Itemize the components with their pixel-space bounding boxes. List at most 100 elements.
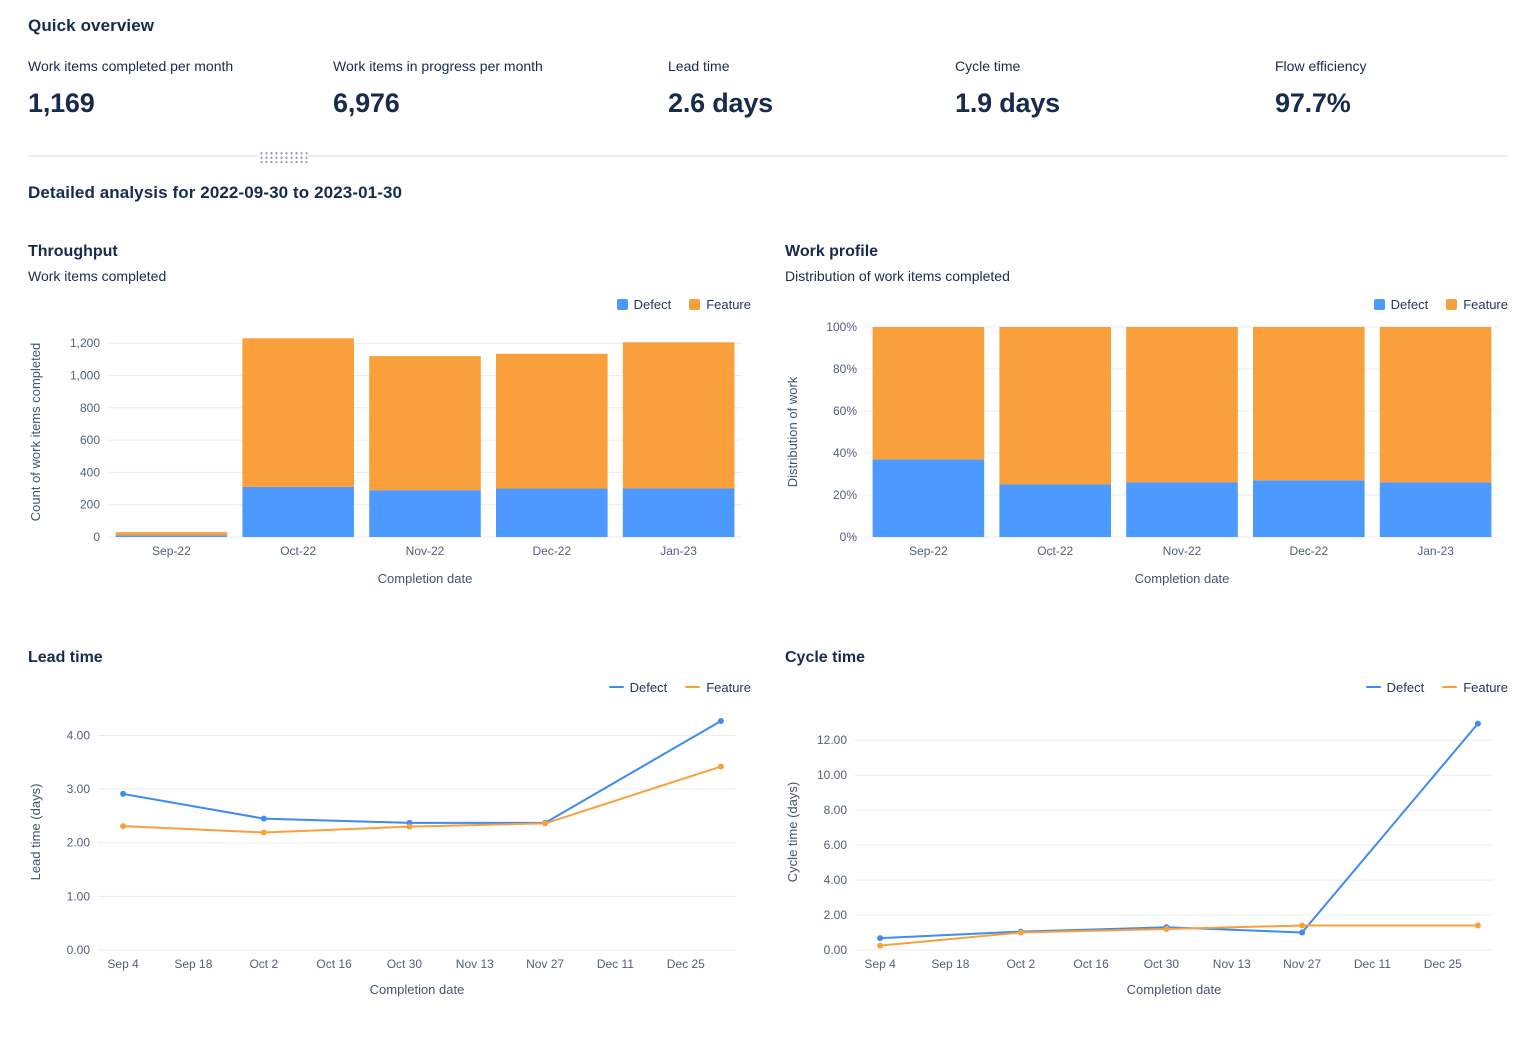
panel-resize-handle[interactable]: [258, 150, 308, 163]
x-tick-label: Oct-22: [280, 544, 316, 558]
chart-card-work-profile: Work profile Distribution of work items …: [785, 243, 1508, 591]
x-tick-label: Dec-22: [1289, 544, 1328, 558]
x-tick-label: Sep 18: [174, 957, 212, 971]
y-tick-label: 0.00: [67, 943, 91, 957]
bar-defect-Sep-22[interactable]: [872, 459, 985, 537]
legend-label: Feature: [1463, 679, 1508, 695]
bar-feature-Nov-22[interactable]: [1126, 327, 1238, 483]
bar-defect-Sep-22[interactable]: [115, 535, 228, 537]
x-tick-label: Sep 4: [864, 957, 896, 971]
kpi-value: 6,976: [333, 88, 400, 118]
bar-defect-Oct-22[interactable]: [242, 486, 354, 537]
bar-feature-Nov-22[interactable]: [369, 356, 481, 491]
legend-item-feature[interactable]: Feature: [1446, 297, 1508, 312]
legend-label: Defect: [1386, 679, 1425, 695]
legend-item-feature[interactable]: Feature: [1442, 680, 1508, 695]
chart-plot: 0.00 2.00 4.00 6.00 8.00 10.00 12.00 Sep 4 Sep 1…: [785, 702, 1508, 1002]
bar-feature-Oct-22[interactable]: [242, 338, 354, 487]
point-feature[interactable]: [260, 829, 267, 836]
legend-label: Feature: [706, 296, 751, 312]
point-defect[interactable]: [1474, 720, 1481, 727]
legend-square-swatch: [1446, 298, 1458, 310]
legend-line-swatch: [1442, 685, 1458, 689]
legend-square-swatch: [616, 298, 628, 310]
bar-defect-Nov-22[interactable]: [369, 490, 481, 537]
x-tick-label: Jan-23: [1417, 544, 1454, 558]
detailed-analysis-title: Detailed analysis for 2022-09-30 to 2023…: [28, 183, 403, 202]
y-axis-label: Distribution of work: [785, 376, 800, 487]
point-defect[interactable]: [120, 790, 127, 797]
line-defect[interactable]: [122, 720, 722, 824]
x-axis-label: Completion date: [370, 982, 465, 997]
point-feature[interactable]: [542, 820, 549, 827]
point-feature[interactable]: [120, 823, 127, 830]
bar-defect-Dec-22[interactable]: [1253, 480, 1365, 537]
y-tick-label: 60%: [833, 404, 857, 418]
legend-line-swatch: [608, 685, 624, 689]
legend-label: Defect: [629, 679, 668, 695]
bar-feature-Dec-22[interactable]: [496, 353, 608, 489]
legend-line-swatch: [1365, 685, 1381, 689]
y-axis-label: Lead time (days): [28, 784, 43, 881]
point-feature[interactable]: [1017, 929, 1024, 936]
bar-defect-Oct-22[interactable]: [999, 484, 1111, 538]
bar-feature-Jan-23[interactable]: [1379, 327, 1492, 483]
legend-item-feature[interactable]: Feature: [685, 680, 751, 695]
legend-item-feature[interactable]: Feature: [689, 297, 751, 312]
line-defect[interactable]: [880, 722, 1479, 940]
throughput-chart-svg: 0 200 400 600 800 1,000 1,200 Sep-22 Oct-22 Nov-2…: [28, 336, 742, 586]
chart-card-cycle-time: Cycle time Defect Feature 0.00 2.00 4.00 6.0…: [785, 649, 1508, 1002]
legend-item-defect[interactable]: Defect: [1365, 679, 1425, 695]
chart-title: Cycle time: [785, 649, 866, 666]
bar-feature-Sep-22[interactable]: [115, 532, 228, 536]
y-tick-label: 1.00: [67, 889, 91, 903]
point-defect[interactable]: [260, 815, 267, 822]
bar-defect-Nov-22[interactable]: [1126, 482, 1238, 537]
x-tick-label: Nov-22: [1163, 544, 1202, 558]
legend-item-defect[interactable]: Defect: [1373, 297, 1428, 312]
point-defect[interactable]: [877, 935, 884, 942]
y-tick-label: 100%: [826, 320, 857, 334]
y-axis-label: Cycle time (days): [785, 782, 800, 882]
chart-card-lead-time: Lead time Defect Feature 0.00 1.00 2.00 3.00…: [28, 649, 751, 1002]
bar-defect-Jan-23[interactable]: [622, 488, 735, 538]
x-tick-label: Oct-22: [1037, 544, 1073, 558]
kpi-value: 1.9 days: [955, 88, 1060, 118]
point-feature[interactable]: [1474, 922, 1481, 929]
kpi-flow-efficiency: Flow efficiency 97.7%: [1275, 58, 1508, 119]
x-tick-label: Jan-23: [660, 544, 697, 558]
x-tick-label: Oct 16: [316, 957, 352, 971]
x-tick-label: Sep 4: [107, 957, 139, 971]
point-feature[interactable]: [877, 942, 884, 949]
legend-item-defect[interactable]: Defect: [616, 297, 671, 312]
point-feature[interactable]: [1163, 926, 1170, 932]
point-defect[interactable]: [717, 718, 724, 724]
kpi-completed-per-month: Work items completed per month 1,169: [28, 58, 333, 119]
bar-defect-Jan-23[interactable]: [1379, 482, 1492, 537]
y-tick-label: 4.00: [67, 729, 91, 743]
x-tick-label: Dec 25: [1424, 957, 1462, 971]
y-tick-label: 20%: [833, 488, 857, 502]
y-tick-label: 0%: [840, 530, 858, 544]
point-defect[interactable]: [1299, 929, 1306, 936]
bar-feature-Jan-23[interactable]: [622, 342, 735, 489]
line-feature[interactable]: [880, 924, 1478, 947]
bar-feature-Sep-22[interactable]: [872, 327, 985, 460]
bar-feature-Oct-22[interactable]: [999, 327, 1111, 485]
legend-label: Feature: [706, 679, 751, 695]
point-feature[interactable]: [717, 763, 724, 770]
y-tick-label: 0: [93, 530, 100, 544]
bar-feature-Dec-22[interactable]: [1253, 327, 1365, 481]
kpi-cycle-time: Cycle time 1.9 days: [955, 58, 1275, 119]
y-tick-label: 3.00: [67, 782, 91, 796]
y-tick-label: 10.00: [817, 768, 847, 782]
point-feature[interactable]: [1299, 922, 1306, 929]
kpi-in-progress-per-month: Work items in progress per month 6,976: [333, 58, 668, 119]
bar-defect-Dec-22[interactable]: [496, 488, 608, 538]
x-tick-label: Nov 13: [1213, 957, 1251, 971]
legend-square-swatch: [1373, 298, 1385, 310]
legend-item-defect[interactable]: Defect: [608, 679, 668, 695]
point-feature[interactable]: [406, 823, 413, 830]
chart-plot: 0 200 400 600 800 1,000 1,200 Sep-22 Oct-22 Nov-2…: [28, 319, 751, 591]
quick-overview-title: Quick overview: [28, 16, 155, 35]
